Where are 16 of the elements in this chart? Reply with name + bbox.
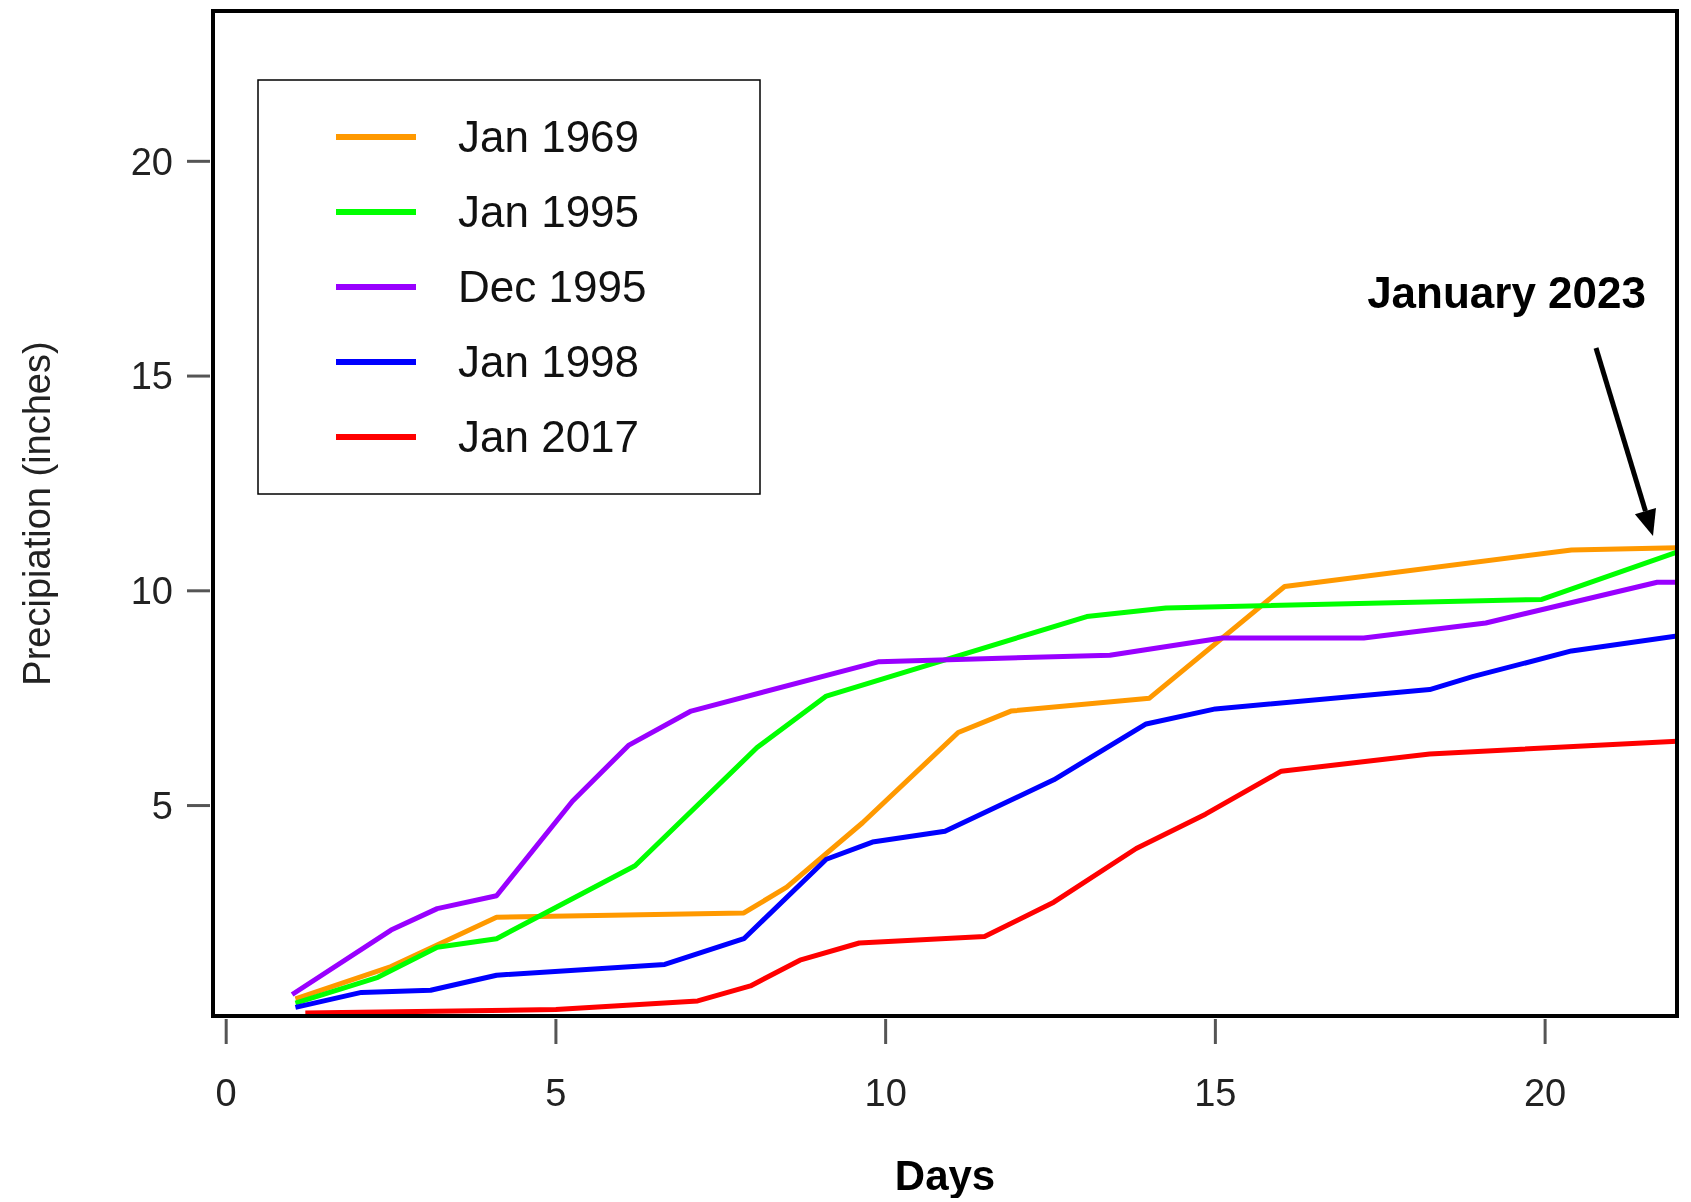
y-tick-label: 10 xyxy=(130,570,173,613)
y-axis-title: Precipiation (inches) xyxy=(16,341,58,686)
y-tick-label: 5 xyxy=(151,784,173,827)
x-tick-label: 10 xyxy=(864,1072,907,1114)
x-tick-label: 15 xyxy=(1194,1072,1237,1114)
x-tick-label: 20 xyxy=(1523,1072,1567,1114)
legend-label: Jan 1995 xyxy=(458,187,640,237)
annotation: January 2023 xyxy=(1367,268,1646,317)
y-tick-label: 20 xyxy=(130,140,173,183)
x-tick-label: 0 xyxy=(215,1072,237,1114)
legend-label: Jan 1998 xyxy=(458,337,640,387)
legend-label: Dec 1995 xyxy=(458,262,647,312)
legend-label: Jan 2017 xyxy=(458,412,640,462)
x-tick-label: 5 xyxy=(545,1072,567,1114)
y-tick-label: 15 xyxy=(130,355,173,398)
legend-label: Jan 1969 xyxy=(458,112,640,162)
